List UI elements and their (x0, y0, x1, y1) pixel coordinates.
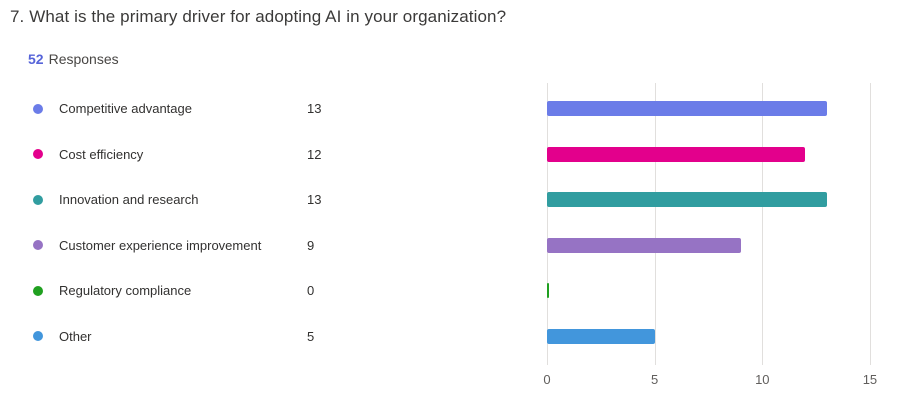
bar-cost-efficiency (547, 146, 806, 162)
legend-label: Innovation and research (59, 192, 199, 208)
legend-value: 12 (307, 146, 322, 162)
legend-dot-icon (33, 103, 43, 114)
bar-other (547, 328, 655, 344)
legend-row: Regulatory compliance 0 (33, 268, 363, 314)
legend-dot-icon (33, 285, 43, 296)
bar-customer-experience-improvement (547, 237, 741, 253)
question-title: 7. What is the primary driver for adopti… (10, 7, 507, 26)
bar-competitive-advantage (547, 101, 827, 116)
response-count: 52 (28, 51, 44, 67)
chart-legend: Competitive advantage 13 Cost efficiency 12… (33, 86, 363, 359)
bar-regulatory-compliance (547, 283, 549, 298)
x-gridline (654, 83, 656, 365)
legend-dot-icon (33, 331, 43, 342)
legend-value: 13 (307, 192, 322, 208)
x-gridline (762, 83, 764, 365)
legend-value: 0 (307, 283, 315, 299)
x-gridline (547, 83, 548, 365)
response-count-label: Responses (48, 51, 119, 67)
bar-chart: 0 5 10 15 (543, 83, 895, 387)
legend-value: 13 (307, 101, 322, 117)
legend-row: Other 5 (33, 314, 363, 360)
legend-label: Regulatory compliance (59, 283, 192, 299)
x-gridline (869, 83, 871, 365)
x-axis-tick-label: 5 (651, 372, 659, 387)
legend-value: 9 (307, 237, 315, 253)
x-axis-tick-label: 10 (755, 372, 770, 387)
x-axis-tick-label: 0 (543, 372, 551, 387)
legend-row: Cost efficiency 12 (33, 132, 363, 178)
legend-value: 5 (307, 328, 315, 344)
legend-dot-icon (33, 149, 43, 160)
legend-label: Cost efficiency (59, 146, 144, 162)
legend-row: Customer experience improvement 9 (33, 223, 363, 269)
response-count-line: 52 Responses (28, 51, 119, 67)
x-axis-tick-label: 15 (862, 372, 878, 387)
legend-row: Innovation and research 13 (33, 177, 363, 223)
legend-label: Customer experience improvement (59, 237, 262, 253)
legend-label: Competitive advantage (59, 101, 192, 117)
legend-row: Competitive advantage 13 (33, 86, 363, 132)
legend-dot-icon (33, 240, 43, 251)
bar-innovation-and-research (547, 192, 827, 207)
legend-dot-icon (33, 194, 43, 205)
legend-label: Other (59, 328, 92, 344)
